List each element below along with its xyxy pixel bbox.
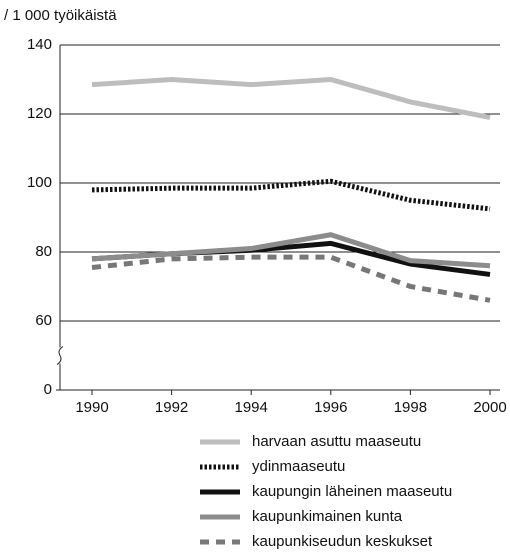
x-tick-label: 1994 <box>235 399 268 416</box>
legend-label: harvaan asuttu maaseutu <box>252 433 421 450</box>
x-tick-label: 1992 <box>155 399 188 416</box>
legend-label: ydinmaaseutu <box>252 458 345 475</box>
y-tick-label: 120 <box>27 105 52 122</box>
y-tick-label: 60 <box>35 312 52 329</box>
y-tick-label: 100 <box>27 174 52 191</box>
x-tick-label: 2000 <box>473 399 506 416</box>
series-line <box>91 232 491 269</box>
x-tick-label: 1998 <box>394 399 427 416</box>
x-tick-label: 1990 <box>75 399 108 416</box>
legend-label: kaupungin läheinen maaseutu <box>252 483 452 500</box>
y-axis-label: / 1 000 työikäistä <box>4 7 117 24</box>
legend-label: kaupunkimainen kunta <box>252 508 403 525</box>
series-line <box>91 178 491 212</box>
y-tick-label: 80 <box>35 243 52 260</box>
series-line <box>91 76 491 120</box>
x-tick-label: 1996 <box>314 399 347 416</box>
y-tick-label: 140 <box>27 36 52 53</box>
series-line <box>91 254 491 303</box>
y-tick-label: 0 <box>44 381 52 398</box>
legend-label: kaupunkiseudun keskukset <box>252 533 433 550</box>
axis-break <box>56 346 64 365</box>
